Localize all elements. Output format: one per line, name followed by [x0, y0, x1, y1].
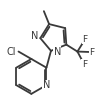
Text: F: F — [83, 35, 88, 44]
Text: N: N — [43, 80, 50, 90]
Text: F: F — [89, 48, 95, 57]
Text: Cl: Cl — [6, 47, 16, 57]
Text: N: N — [31, 31, 39, 41]
Text: F: F — [82, 60, 87, 69]
Text: N: N — [54, 47, 61, 57]
